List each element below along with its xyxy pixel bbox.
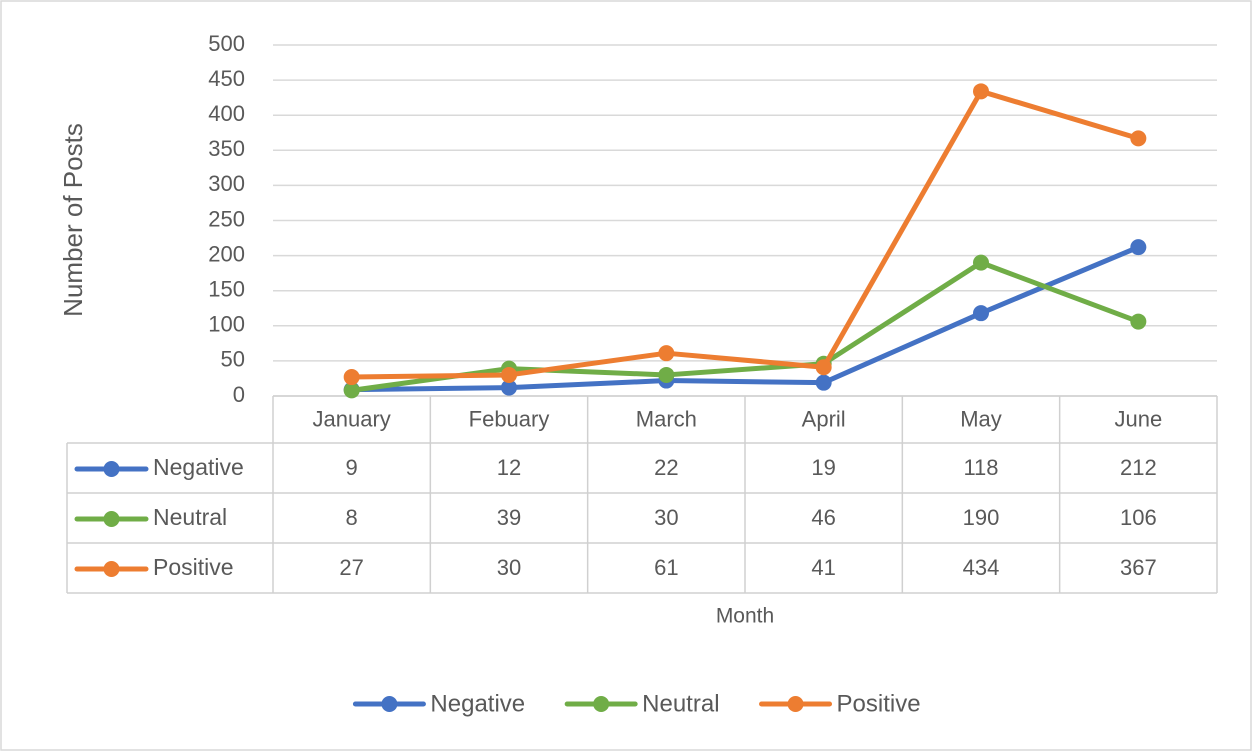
table-value: 30 (654, 505, 678, 530)
table-series-name: Positive (153, 554, 234, 580)
table-value: 190 (963, 505, 1000, 530)
legend-marker (381, 696, 398, 712)
data-point (1130, 130, 1147, 147)
legend-marker (593, 696, 610, 712)
y-tick-label: 400 (208, 101, 245, 126)
y-tick-label: 150 (208, 277, 245, 302)
table-value: 61 (654, 555, 678, 580)
table-value: 9 (346, 455, 358, 480)
legend-label: Negative (430, 690, 525, 717)
y-tick-label: 250 (208, 206, 245, 231)
table-value: 118 (963, 455, 998, 480)
legend-marker (103, 511, 120, 527)
data-point (815, 374, 832, 391)
data-point (501, 366, 517, 383)
table-value: 434 (963, 555, 1000, 580)
y-tick-label: 450 (208, 66, 245, 91)
table-series-name: Negative (153, 454, 244, 480)
data-point (973, 83, 989, 100)
data-point (343, 369, 360, 386)
x-tick-label: March (636, 406, 697, 431)
legend-label: Neutral (642, 690, 719, 717)
table-value: 8 (346, 505, 358, 530)
series-line (351, 260, 1140, 393)
y-tick-label: 500 (208, 31, 245, 56)
table-value: 106 (1120, 505, 1157, 530)
y-tick-label: 0 (233, 382, 245, 407)
data-point (973, 254, 989, 271)
x-tick-label: May (960, 406, 1002, 431)
table-value: 212 (1120, 455, 1157, 480)
y-tick-label: 300 (208, 171, 245, 196)
y-axis-label: Number of Posts (58, 123, 88, 317)
y-tick-label: 50 (221, 347, 245, 372)
legend-marker (103, 461, 120, 477)
y-tick-label: 350 (208, 136, 245, 161)
legend-marker (103, 561, 120, 577)
data-point (815, 359, 832, 376)
data-point (973, 305, 989, 322)
data-point (658, 366, 675, 383)
series-line (351, 88, 1140, 380)
table-series-name: Neutral (153, 504, 227, 530)
table-value: 46 (811, 505, 835, 530)
table-value: 19 (811, 455, 835, 480)
y-tick-label: 200 (208, 241, 245, 266)
data-point (658, 345, 675, 362)
table-value: 27 (339, 555, 363, 580)
data-point (343, 382, 360, 399)
x-axis-label: Month (716, 605, 774, 628)
x-tick-label: Febuary (469, 406, 550, 431)
x-tick-label: April (802, 406, 846, 431)
table-value: 22 (654, 455, 678, 480)
data-point (1130, 313, 1147, 330)
data-point (1130, 239, 1147, 256)
x-tick-label: January (313, 406, 391, 431)
series-line (351, 244, 1140, 393)
table-value: 12 (497, 455, 521, 480)
table-value: 39 (497, 505, 521, 530)
x-tick-label: June (1114, 406, 1162, 431)
table-value: 367 (1120, 555, 1157, 580)
table-value: 41 (811, 555, 835, 580)
data-point (501, 379, 517, 396)
legend-marker (787, 696, 804, 712)
table-value: 30 (497, 555, 521, 580)
legend-label: Positive (837, 690, 921, 717)
y-tick-label: 100 (208, 312, 245, 337)
